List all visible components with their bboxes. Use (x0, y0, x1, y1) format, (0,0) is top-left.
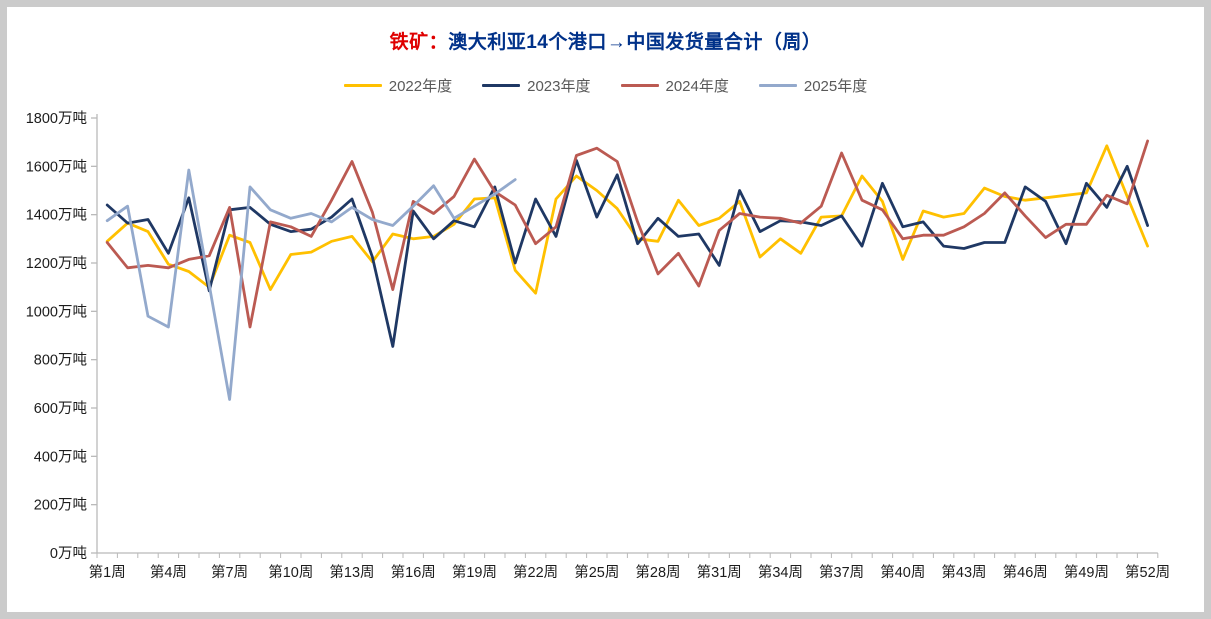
y-axis-label: 600万吨 (34, 400, 87, 417)
y-axis-label: 800万吨 (34, 352, 87, 369)
x-axis-label: 第52周 (1125, 563, 1170, 581)
x-axis-label: 第43周 (941, 563, 986, 581)
legend-swatch-2025 (758, 84, 797, 87)
x-axis-label: 第16周 (391, 563, 436, 581)
legend-label-2024: 2024年度 (665, 78, 729, 95)
legend-item-2022: 2022年度 (343, 75, 453, 96)
x-axis-label: 第4周 (150, 563, 187, 581)
legend-item-2025: 2025年度 (758, 75, 868, 96)
x-axis-label: 第49周 (1064, 563, 1109, 581)
y-axis-label: 1800万吨 (26, 110, 87, 127)
series-line-2024 (105, 139, 1149, 329)
x-axis-label: 第10周 (268, 563, 313, 581)
x-axis-label: 第34周 (758, 563, 803, 581)
x-axis-label: 第22周 (513, 563, 558, 581)
x-axis-label: 第31周 (697, 563, 742, 581)
y-axis-label: 1000万吨 (26, 303, 87, 320)
series-line-2022 (105, 144, 1149, 295)
y-axis-label: 1400万吨 (26, 207, 87, 224)
x-axis-label: 第37周 (819, 563, 864, 581)
legend-label-2022: 2022年度 (388, 78, 453, 95)
y-axis-label: 400万吨 (34, 448, 87, 465)
chart-title-prefix: 铁矿： (389, 32, 449, 53)
legend-label-2025: 2025年度 (803, 78, 868, 95)
x-axis-label: 第1周 (89, 563, 126, 581)
x-axis-label: 第28周 (635, 563, 680, 581)
x-axis-label: 第13周 (329, 563, 374, 581)
x-axis-label: 第40周 (880, 563, 925, 581)
line-chart: 0万吨 200万吨 400万吨 600万吨 800万吨 1000万吨 1200万吨 1400万… (26, 110, 1170, 581)
legend-swatch-2022 (343, 84, 382, 87)
x-axis-label: 第19周 (452, 563, 497, 581)
legend-item-2024: 2024年度 (620, 75, 729, 96)
legend-item-2023: 2023年度 (482, 75, 591, 96)
legend-label-2023: 2023年度 (527, 78, 591, 95)
series-line-2025 (105, 168, 517, 401)
chart-title-main: 澳大利亚14个港口→中国发货量合计（周） (448, 32, 822, 53)
chart-legend: 2022年度 2023年度 2024年度 2025年度 (7, 75, 1204, 96)
legend-swatch-2024 (620, 84, 659, 87)
legend-swatch-2023 (482, 84, 521, 87)
y-axis-label: 200万吨 (34, 497, 87, 514)
x-axis-label: 第46周 (1003, 563, 1048, 581)
chart-title: 铁矿：澳大利亚14个港口→中国发货量合计（周） (7, 27, 1204, 54)
y-axis-label: 1600万吨 (26, 158, 87, 175)
series-line-2023 (105, 158, 1149, 348)
x-axis-label: 第25周 (574, 563, 619, 581)
y-axis-label: 0万吨 (50, 545, 87, 562)
y-axis-label: 1200万吨 (26, 255, 87, 272)
x-axis-label: 第7周 (211, 563, 248, 581)
